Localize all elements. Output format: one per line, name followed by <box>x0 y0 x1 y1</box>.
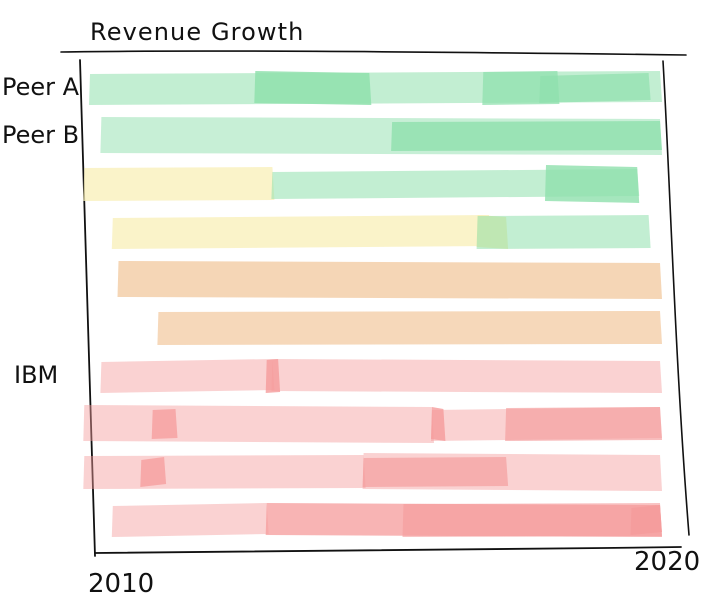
bar-segment <box>402 503 662 537</box>
bar-segment <box>539 73 651 103</box>
row-labels-layer: Peer A Peer B IBM <box>2 73 80 389</box>
bar-segment <box>151 409 178 439</box>
bar-segment <box>505 407 662 441</box>
bottom-axis-line <box>94 546 682 554</box>
bar-segment <box>157 311 662 345</box>
bar-segment <box>476 215 651 249</box>
bar-segment <box>271 359 662 393</box>
bar-segment <box>431 407 446 441</box>
right-border-line <box>662 60 690 536</box>
bar-segment <box>83 455 366 489</box>
bar-segment <box>111 503 269 537</box>
bar-segment <box>100 359 275 393</box>
bar-segment <box>545 165 640 203</box>
bar-segment <box>391 121 662 151</box>
bar-segment <box>254 71 372 105</box>
x-tick-label-start: 2010 <box>88 569 154 598</box>
bar-segment <box>362 457 509 487</box>
row-label: Peer B <box>2 121 79 149</box>
bar-segment <box>111 215 492 249</box>
bar-segment <box>117 261 662 299</box>
bar-segment <box>630 505 662 535</box>
x-tick-label-end: 2020 <box>634 547 700 577</box>
bar-segment <box>83 167 275 201</box>
row-label: Peer A <box>2 73 80 101</box>
left-axis-line <box>79 59 96 557</box>
bar-segment <box>83 405 435 443</box>
bar-segment <box>140 457 167 487</box>
bar-segment <box>265 359 281 393</box>
row-label: IBM <box>14 361 58 389</box>
top-border <box>60 50 687 56</box>
chart-title: Revenue Growth <box>90 18 304 46</box>
bars-layer <box>83 71 662 537</box>
